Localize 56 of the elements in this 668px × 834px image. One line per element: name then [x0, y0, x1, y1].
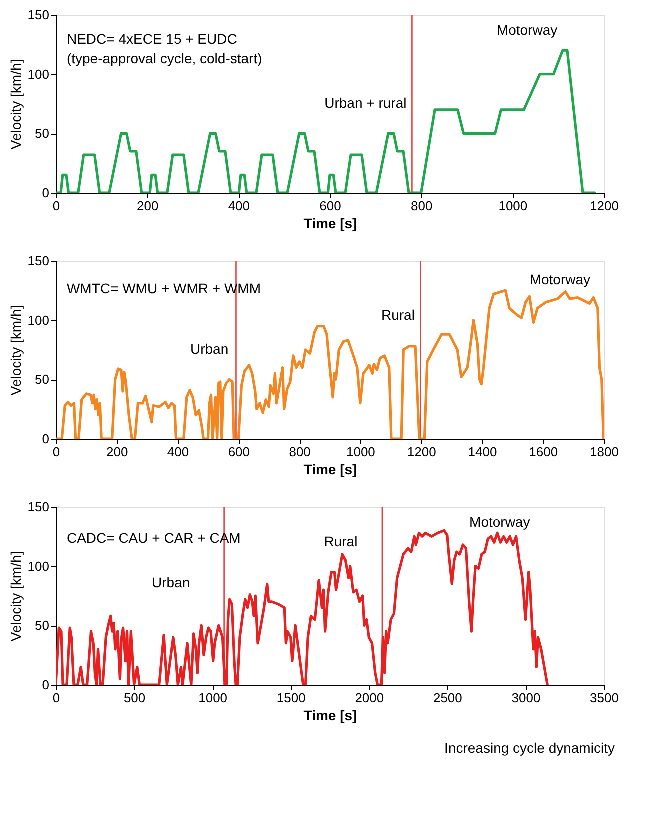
x-axis-title: Time [s]	[304, 708, 358, 724]
y-tick-label: 0	[42, 432, 50, 446]
x-tick-label: 400	[228, 198, 250, 214]
x-tick-label: 1600	[529, 444, 558, 460]
y-axis-title: Velocity [km/h]	[8, 551, 24, 642]
annotation: Urban	[190, 341, 229, 357]
x-axis-title: Time [s]	[304, 216, 358, 232]
y-tick-label: 50	[35, 126, 50, 142]
x-tick-label: 2500	[433, 690, 462, 706]
x-tick-label: 400	[167, 444, 190, 460]
y-tick-label: 0	[42, 678, 50, 692]
line-series	[56, 49, 596, 193]
y-tick-label: 50	[35, 372, 50, 388]
annotation: (type-approval cycle, cold-start)	[66, 50, 262, 66]
y-tick-label: 150	[28, 8, 50, 22]
annotation: Rural	[381, 307, 415, 324]
y-axis-title: Velocity [km/h]	[8, 305, 24, 396]
x-tick-label: 3500	[590, 690, 619, 706]
annotation: NEDC= 4xECE 15 + EUDC	[66, 30, 238, 47]
x-axis-title: Time [s]	[304, 462, 358, 478]
x-tick-label: 600	[228, 444, 250, 460]
y-tick-label: 0	[42, 186, 50, 200]
x-tick-label: 0	[52, 444, 60, 460]
x-tick-label: 200	[106, 444, 128, 460]
x-tick-label: 1200	[590, 198, 619, 214]
line-series	[56, 529, 549, 685]
x-tick-label: 1200	[407, 444, 436, 460]
x-tick-label: 1000	[198, 690, 228, 706]
x-tick-label: 800	[410, 198, 433, 214]
x-tick-label: 3000	[512, 690, 541, 706]
y-axis-title: Velocity [km/h]	[8, 59, 24, 150]
text: Increasing cycle dynamicity	[444, 740, 615, 756]
x-tick-label: 800	[289, 444, 311, 460]
x-tick-label: 0	[52, 690, 60, 706]
y-tick-label: 100	[28, 66, 50, 82]
x-tick-label: 500	[124, 690, 146, 706]
annotation: Urban + rural	[324, 95, 407, 111]
annotation: Rural	[324, 534, 358, 550]
x-tick-label: 1400	[468, 444, 498, 460]
y-tick-label: 50	[35, 618, 50, 634]
x-tick-label: 1000	[498, 198, 528, 214]
x-tick-label: 200	[136, 198, 159, 214]
annotation: Urban	[152, 574, 190, 591]
y-tick-label: 100	[28, 312, 50, 328]
x-tick-label: 1800	[590, 444, 619, 460]
x-tick-label: 1000	[346, 444, 376, 460]
annotation: Motorway	[470, 514, 530, 530]
x-tick-label: 1500	[276, 690, 306, 706]
y-tick-label: 150	[28, 254, 50, 268]
y-tick-label: 100	[28, 558, 50, 574]
x-tick-label: 600	[320, 198, 342, 214]
x-tick-label: 0	[52, 198, 60, 214]
annotation: Motorway	[530, 272, 591, 288]
x-tick-label: 2000	[355, 690, 384, 706]
annotation: Motorway	[496, 22, 558, 38]
y-tick-label: 150	[28, 500, 50, 514]
